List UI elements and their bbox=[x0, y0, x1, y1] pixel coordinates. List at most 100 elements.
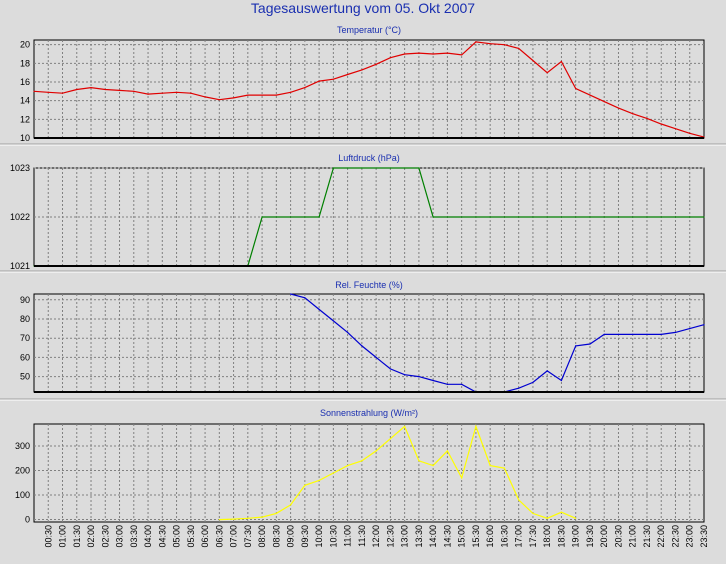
pressure-data-point bbox=[418, 167, 420, 169]
humidity-data-point bbox=[432, 379, 434, 382]
temperature-data-point bbox=[76, 88, 78, 91]
pressure-data-point bbox=[289, 216, 292, 218]
pressure-data-point bbox=[389, 167, 391, 169]
x-tick-label: 15:30 bbox=[471, 525, 481, 548]
x-tick-label: 11:30 bbox=[357, 525, 367, 547]
temperature-data-point bbox=[275, 94, 277, 96]
radiation-data-point bbox=[475, 425, 477, 428]
temperature-data-point bbox=[674, 128, 677, 130]
temperature-data-point bbox=[560, 60, 563, 63]
temperature-data-point bbox=[404, 53, 406, 55]
radiation-data-point bbox=[275, 512, 277, 515]
pressure-data-point bbox=[446, 216, 449, 218]
x-tick-label: 06:00 bbox=[200, 525, 210, 548]
temperature-data-point bbox=[532, 59, 534, 62]
pressure-data-point bbox=[674, 216, 677, 218]
radiation-data-point bbox=[332, 472, 334, 474]
x-tick-label: 08:30 bbox=[271, 525, 281, 548]
humidity-data-point bbox=[518, 387, 520, 389]
temperature-series-line bbox=[33, 41, 705, 138]
x-tick-label: 03:00 bbox=[115, 525, 125, 548]
temperature-data-point bbox=[418, 52, 420, 54]
radiation-data-point bbox=[261, 516, 263, 518]
radiation-y-tick-label: 200 bbox=[15, 466, 30, 476]
pressure-data-point bbox=[689, 216, 691, 218]
temperature-y-tick-label: 10 bbox=[20, 133, 30, 143]
temperature-data-point bbox=[218, 99, 220, 101]
x-tick-label: 22:30 bbox=[670, 525, 680, 548]
temperature-data-point bbox=[133, 90, 135, 92]
radiation-data-point bbox=[247, 517, 249, 519]
radiation-data-point bbox=[375, 450, 377, 452]
temperature-data-point bbox=[389, 57, 391, 59]
humidity-data-point bbox=[589, 343, 591, 345]
temperature-data-point bbox=[104, 88, 106, 91]
radiation-series-line bbox=[219, 424, 576, 521]
humidity-data-point bbox=[289, 293, 292, 295]
temperature-data-point bbox=[660, 123, 662, 125]
humidity-data-point bbox=[404, 374, 406, 376]
temperature-data-point bbox=[546, 72, 548, 74]
temperature-data-point bbox=[689, 132, 691, 134]
x-tick-label: 14:30 bbox=[442, 525, 452, 548]
radiation-data-point bbox=[304, 484, 306, 486]
temperature-data-point bbox=[518, 47, 520, 49]
humidity-y-tick-label: 70 bbox=[20, 333, 30, 343]
radiation-data-point bbox=[575, 517, 577, 519]
x-tick-label: 23:00 bbox=[685, 525, 695, 548]
x-tick-label: 16:30 bbox=[499, 525, 509, 548]
x-tick-label: 04:30 bbox=[157, 525, 167, 548]
temperature-data-point bbox=[361, 69, 363, 71]
temperature-data-point bbox=[161, 92, 163, 94]
temperature-data-point bbox=[47, 91, 49, 93]
pressure-y-tick-label: 1021 bbox=[10, 261, 30, 271]
humidity-data-point bbox=[318, 308, 320, 310]
radiation-data-point bbox=[461, 477, 463, 479]
humidity-data-point bbox=[389, 368, 391, 370]
temperature-data-point bbox=[503, 44, 506, 46]
pressure-data-point bbox=[617, 216, 620, 218]
x-tick-label: 17:00 bbox=[514, 525, 524, 548]
temperature-data-point bbox=[304, 87, 306, 89]
x-tick-label: 02:30 bbox=[100, 525, 110, 548]
humidity-data-point bbox=[560, 379, 563, 382]
pressure-data-point bbox=[546, 216, 548, 218]
humidity-data-point bbox=[361, 345, 363, 347]
humidity-data-point bbox=[375, 356, 377, 359]
temperature-data-point bbox=[475, 41, 477, 43]
pressure-data-point bbox=[432, 216, 434, 218]
humidity-data-point bbox=[532, 381, 534, 383]
temperature-data-point bbox=[118, 89, 121, 91]
x-tick-label: 01:00 bbox=[58, 525, 68, 548]
radiation-data-point bbox=[546, 517, 548, 519]
pressure-data-point bbox=[703, 216, 705, 218]
humidity-data-point bbox=[347, 331, 349, 334]
x-tick-label: 22:00 bbox=[656, 525, 666, 548]
temperature-data-point bbox=[247, 94, 249, 96]
x-tick-label: 11:00 bbox=[343, 525, 353, 547]
x-tick-label: 05:00 bbox=[172, 525, 182, 548]
radiation-data-point bbox=[347, 465, 349, 467]
humidity-data-point bbox=[632, 333, 634, 335]
x-tick-label: 18:00 bbox=[542, 525, 552, 548]
radiation-data-point bbox=[289, 504, 292, 506]
radiation-title: Sonnenstrahlung (W/m²) bbox=[320, 408, 418, 418]
radiation-data-point bbox=[560, 511, 563, 513]
temperature-data-point bbox=[461, 54, 463, 56]
temperature-data-point bbox=[61, 92, 64, 94]
pressure-data-point bbox=[532, 216, 534, 218]
x-tick-label: 03:30 bbox=[129, 525, 139, 548]
humidity-data-point bbox=[446, 383, 449, 385]
humidity-data-point bbox=[660, 333, 662, 335]
pressure-title: Luftdruck (hPa) bbox=[338, 153, 400, 163]
x-tick-label: 16:00 bbox=[485, 525, 495, 548]
pressure-data-point bbox=[518, 216, 520, 218]
temperature-data-point bbox=[90, 87, 92, 89]
radiation-data-point bbox=[218, 518, 220, 521]
radiation-data-point bbox=[518, 499, 520, 501]
pressure-data-point bbox=[503, 216, 506, 218]
pressure-data-point bbox=[660, 216, 662, 218]
x-tick-label: 13:00 bbox=[400, 525, 410, 548]
humidity-data-point bbox=[304, 297, 306, 299]
pressure-data-point bbox=[404, 167, 406, 169]
